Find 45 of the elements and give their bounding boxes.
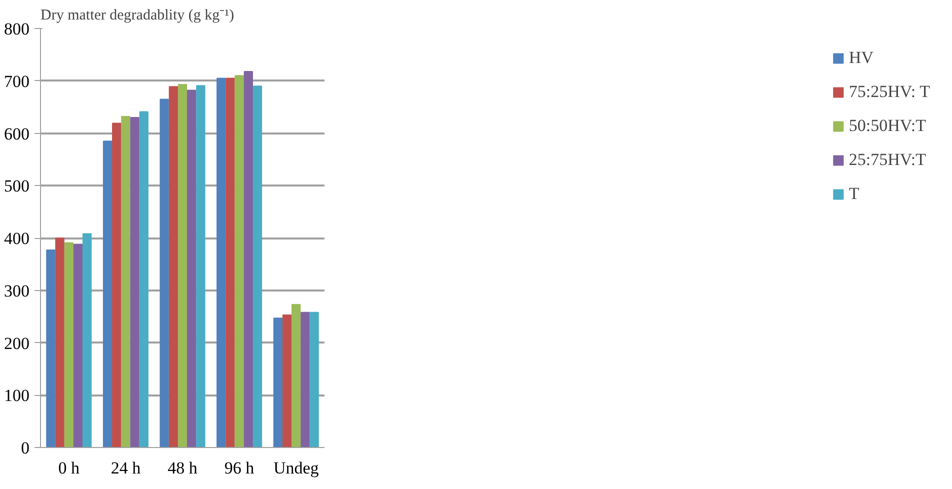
bar (168, 86, 178, 448)
bar (234, 75, 244, 448)
y-tick-label: 500 (4, 176, 30, 196)
x-tick-label: 24 h (110, 458, 142, 478)
legend-label: 25:75HV:T (848, 150, 926, 170)
x-tick-label: 0 h (58, 458, 80, 478)
x-tick-label: Undeg (273, 458, 320, 478)
bar (64, 242, 74, 448)
y-tick-label: 0 (21, 438, 30, 458)
bar (130, 117, 140, 448)
bar (160, 98, 169, 448)
bar (300, 312, 310, 448)
x-tick-label: 96 h (224, 458, 255, 478)
bar (244, 70, 253, 448)
legend-label: T (848, 184, 860, 204)
bar (216, 78, 226, 448)
y-tick-label: 300 (4, 281, 30, 300)
chart-title: Dry matter degradablity (g kg⁻¹) (40, 8, 234, 24)
bar (252, 86, 262, 448)
x-tick-label: 48 h (168, 458, 198, 478)
bar (112, 122, 122, 448)
bar (82, 233, 92, 448)
legend-label: 75:25HV: T (848, 82, 930, 102)
bar (73, 244, 83, 448)
bar (187, 90, 196, 448)
legend-label: 50:50HV:T (848, 116, 926, 136)
y-tick-label: 400 (4, 229, 30, 248)
bar (178, 84, 188, 448)
bar (55, 238, 64, 448)
bar (102, 140, 112, 448)
bar (46, 250, 56, 448)
bar (121, 116, 130, 448)
y-tick-label: 600 (4, 124, 30, 144)
bar (292, 304, 301, 448)
y-tick-label: 200 (4, 334, 30, 353)
y-tick-label: 800 (4, 20, 30, 38)
bar (139, 111, 148, 448)
legend-label: HV (848, 48, 874, 68)
bar (226, 78, 235, 448)
bar (310, 312, 319, 448)
y-tick-label: 700 (4, 72, 30, 91)
y-tick-label: 100 (4, 386, 30, 406)
bar (273, 318, 283, 448)
bar (282, 314, 292, 448)
bar (196, 85, 206, 448)
